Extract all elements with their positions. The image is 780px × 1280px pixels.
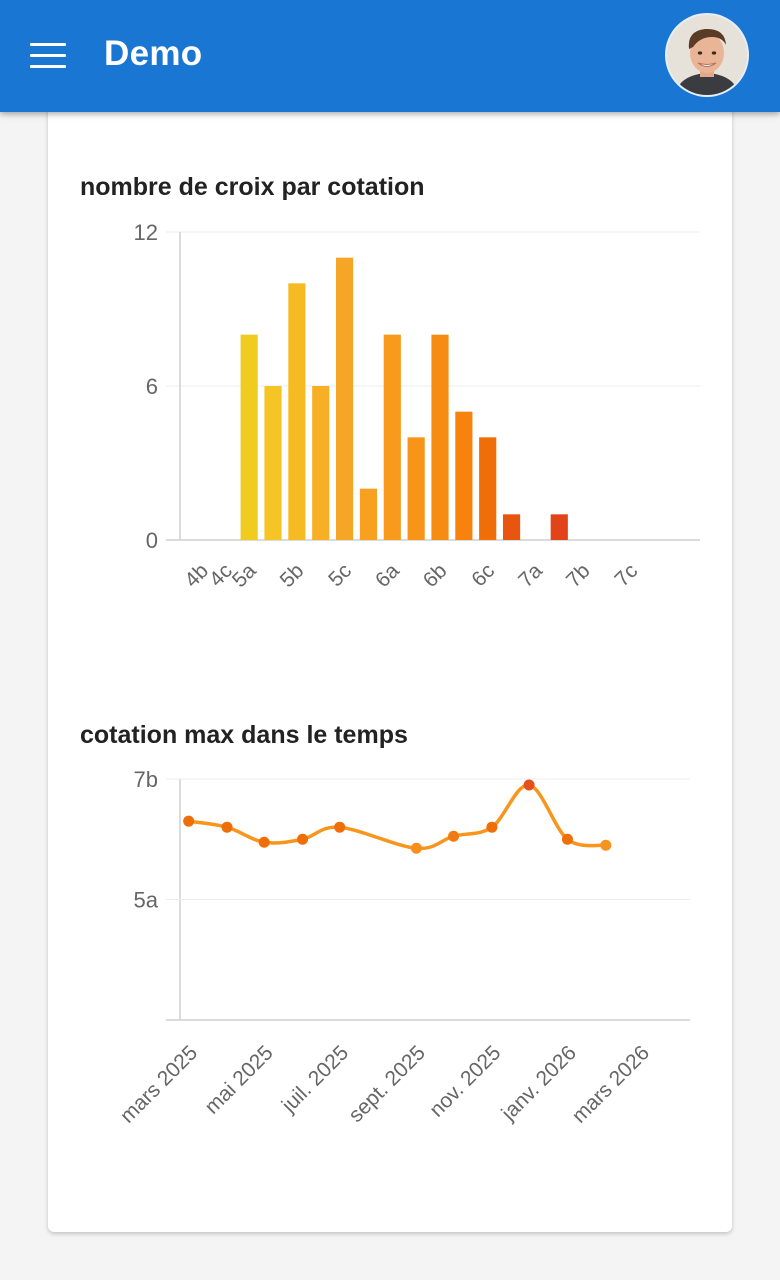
bar-6a+[interactable] [407,437,425,540]
bar-6b[interactable] [431,334,449,540]
bar-x-tick-label: 5b [276,559,309,592]
menu-icon-line-1 [30,43,66,46]
line-point[interactable] [334,821,346,833]
line-point[interactable] [258,836,270,848]
line-chart-title: cotation max dans le temps [80,721,408,749]
bar-y-tick-label: 12 [134,220,158,245]
app-title: Demo [104,34,203,73]
bar-5c[interactable] [336,257,354,540]
line-point[interactable] [297,833,309,845]
bar-x-tick-label: 5c [324,559,356,591]
line-x-tick-label: juil. 2025 [277,1041,353,1117]
bar-5a+[interactable] [264,386,282,540]
menu-button[interactable] [22,34,74,78]
menu-icon-line-3 [30,65,66,68]
line-x-tick-label: sept. 2025 [344,1041,430,1127]
line-point[interactable] [561,833,573,845]
line-point[interactable] [523,779,535,791]
line-x-tick-label: nov. 2025 [425,1041,505,1121]
bar-5b+[interactable] [312,386,330,540]
bar-y-tick-label: 0 [146,528,158,553]
bar-6c[interactable] [479,437,497,540]
line-point[interactable] [600,839,612,851]
line-x-tick-label: mars 2025 [116,1041,202,1127]
bar-x-tick-label: 6a [371,559,404,592]
bar-y-tick-label: 6 [146,374,158,399]
bar-x-tick-label: 5a [228,559,261,592]
line-point[interactable] [221,821,233,833]
menu-icon-line-2 [30,54,66,57]
line-y-tick-label: 5a [134,888,159,913]
line-x-tick-label: mars 2026 [568,1041,654,1127]
bar-6b+[interactable] [455,411,473,540]
bar-x-tick-label: 6b [419,559,452,592]
line-point[interactable] [486,821,498,833]
user-avatar-icon[interactable] [667,15,747,95]
bar-x-tick-label: 7a [514,559,547,592]
line-point[interactable] [183,815,195,827]
bar-x-tick-label: 7b [562,559,595,592]
line-point[interactable] [410,842,422,854]
bar-x-tick-label: 6c [467,559,499,591]
charts-card [48,100,732,1232]
line-y-tick-label: 7b [134,767,158,792]
bar-x-tick-label: 7c [610,559,642,591]
bar-5b[interactable] [288,283,306,540]
line-series [188,783,607,851]
bar-5c+[interactable] [359,488,378,540]
bar-7a+[interactable] [550,514,568,540]
line-x-tick-label: mai 2025 [200,1041,277,1118]
bar-5a[interactable] [240,334,258,540]
line-point[interactable] [448,830,460,842]
app-bar: Demo [0,0,780,112]
bar-chart-title: nombre de croix par cotation [80,173,425,201]
bar-6a[interactable] [383,334,401,540]
avatar-portrait [667,15,747,95]
bar-6c+[interactable] [502,514,521,540]
